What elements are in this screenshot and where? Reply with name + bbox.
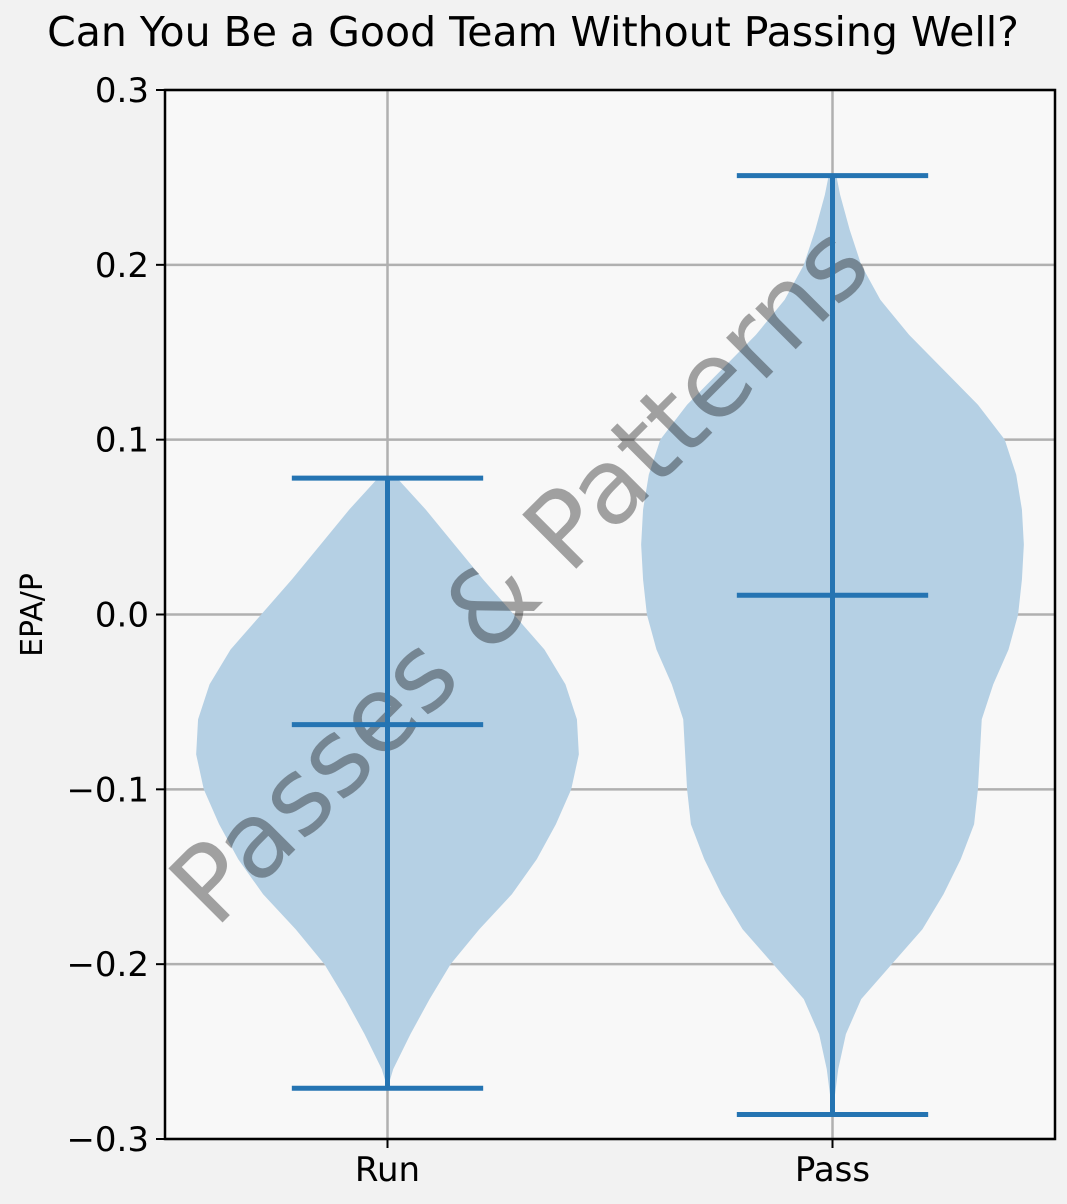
y-axis-label: EPA/P bbox=[15, 573, 50, 657]
y-tick-label: 0.0 bbox=[95, 596, 149, 636]
y-tick-label: 0.2 bbox=[95, 246, 149, 286]
y-tick-label: −0.2 bbox=[66, 945, 149, 985]
x-axis-ticks: Run Pass bbox=[355, 1139, 870, 1190]
y-tick-label: −0.1 bbox=[66, 770, 149, 810]
y-tick-label: −0.3 bbox=[66, 1120, 149, 1160]
y-tick-label: 0.1 bbox=[95, 421, 149, 461]
violin-stat-lines bbox=[291, 173, 929, 1118]
chart-title: Can You Be a Good Team Without Passing W… bbox=[47, 8, 1019, 56]
x-tick-label: Run bbox=[355, 1150, 420, 1190]
x-tick-label: Pass bbox=[795, 1150, 870, 1190]
y-axis-ticks: 0.3 0.2 0.1 0.0 −0.1 −0.2 −0.3 bbox=[66, 71, 165, 1160]
y-tick-label: 0.3 bbox=[95, 71, 149, 111]
